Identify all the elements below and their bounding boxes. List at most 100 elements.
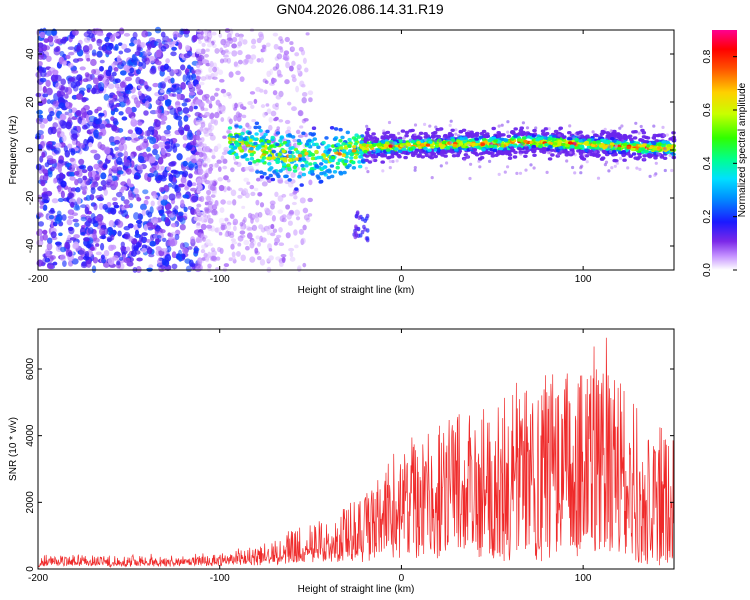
spectrogram-cell	[36, 130, 44, 135]
spectrogram-cell	[182, 160, 188, 167]
spectrogram-cell	[642, 157, 646, 161]
spectrogram-cell	[192, 34, 198, 43]
spectrogram-cell	[341, 153, 346, 157]
spectrogram-cell	[593, 150, 598, 154]
spectrogram-cell	[440, 153, 445, 157]
spectrogram-cell	[76, 74, 83, 82]
spectrogram-cell	[302, 262, 307, 268]
spectrogram-cell	[637, 131, 641, 135]
spectrogram-cell	[69, 176, 76, 181]
spectrogram-cell	[70, 81, 77, 89]
spectrogram-cell	[257, 242, 262, 247]
spectrogram-cell	[547, 127, 551, 131]
spectrogram-cell	[305, 217, 311, 223]
spectrogram-cell	[209, 60, 214, 68]
spectrogram-cell	[408, 129, 413, 133]
spectrogram-cell	[413, 132, 417, 137]
spectrogram-cell	[78, 158, 85, 165]
spectrogram-cell	[196, 140, 203, 147]
spectrogram-cell	[144, 155, 150, 162]
spectrogram-cell	[622, 158, 627, 162]
spectrogram-cell	[391, 150, 395, 154]
x-tick-label: 0	[399, 274, 405, 285]
spectrogram-cell	[49, 110, 55, 117]
spectrogram-cell	[206, 42, 213, 48]
spectrogram-cell	[208, 168, 213, 175]
spectrogram-cell	[148, 253, 155, 258]
spectrogram-cell	[99, 65, 104, 72]
spectrogram-cell	[197, 196, 202, 202]
spectrogram-cell	[163, 194, 169, 201]
spectrogram-cell	[247, 131, 252, 135]
spectrogram-cell	[139, 142, 147, 150]
spectrogram-cell	[307, 197, 313, 203]
spectrogram-cell	[297, 174, 302, 179]
spectrogram-cell	[107, 257, 115, 266]
spectrogram-cell	[183, 206, 188, 213]
spectrogram-cell	[78, 248, 86, 257]
spectrogram-cell	[277, 73, 283, 78]
spectrogram-cell	[270, 232, 276, 237]
spectrogram-cell	[97, 186, 104, 192]
spectrogram-cell	[289, 46, 295, 53]
spectrogram-cell	[365, 124, 369, 128]
spectrogram-cell	[609, 142, 615, 146]
spectrogram-cell	[314, 142, 319, 147]
spectrogram-cell	[128, 235, 134, 242]
snr-x-label: Height of straight line (km)	[298, 584, 415, 595]
spectrogram-cell	[65, 54, 71, 60]
spectrogram-cell	[236, 115, 242, 122]
spectrogram-cell	[500, 123, 504, 127]
spectrogram-cell	[380, 160, 386, 164]
spectrogram-cell	[227, 93, 233, 99]
spectrogram-cell	[136, 257, 143, 262]
spectrogram-cell	[262, 171, 267, 176]
spectrogram-cell	[503, 138, 509, 142]
spectrogram-cell	[259, 170, 264, 174]
spectrogram-cell	[361, 146, 367, 151]
spectrogram-cell	[176, 106, 183, 112]
spectrogram-cell	[387, 120, 392, 125]
spectrogram-cell	[605, 131, 610, 135]
spectrogram-cell	[92, 256, 99, 264]
spectrogram-cell	[180, 176, 187, 184]
spectrogram-cell	[515, 171, 519, 175]
spectrogram-cell	[143, 199, 149, 206]
spectrogram-cell	[301, 92, 308, 97]
spectrogram-cell	[431, 138, 435, 142]
spectrogram-cell	[590, 143, 596, 147]
spectrogram-cell	[108, 220, 115, 228]
spectrogram-cell	[118, 143, 124, 152]
spectrogram-cell	[288, 154, 293, 159]
spectrogram-cell	[207, 183, 214, 191]
spectrogram-cell	[335, 146, 340, 150]
spectrogram-cell	[60, 190, 65, 199]
spectrogram-cell	[231, 251, 236, 258]
spectrogram-cell	[120, 195, 125, 202]
spectrogram-cell	[447, 137, 451, 141]
spectrogram-cell	[508, 143, 514, 148]
spectrogram-cell	[461, 144, 466, 149]
spectrogram-cell	[217, 177, 223, 182]
spectrogram-cell	[272, 170, 277, 174]
spectrogram-cell	[642, 154, 647, 158]
spectrogram-cell	[314, 149, 319, 154]
spectrogram-cell	[144, 100, 150, 108]
spectrogram-cell	[559, 149, 563, 153]
spectrogram-cell	[513, 134, 518, 138]
spectrogram-cell	[68, 108, 73, 114]
spectrogram-cell	[177, 249, 183, 258]
spectrogram-cell	[56, 127, 62, 135]
spectrogram-cell	[157, 95, 165, 102]
spectrogram-cell	[305, 32, 310, 36]
spectrogram-cell	[225, 223, 232, 231]
spectrogram-cell	[493, 139, 498, 143]
spectrogram-cell	[535, 138, 540, 142]
spectrogram-cell	[433, 154, 439, 159]
spectrogram-cell	[103, 146, 111, 155]
spectrogram-cell	[506, 134, 512, 138]
spectrogram-cell	[591, 130, 595, 134]
spectrogram-cell	[364, 158, 369, 162]
spectrogram-cell	[149, 240, 156, 247]
spectrogram-cell	[105, 123, 113, 128]
